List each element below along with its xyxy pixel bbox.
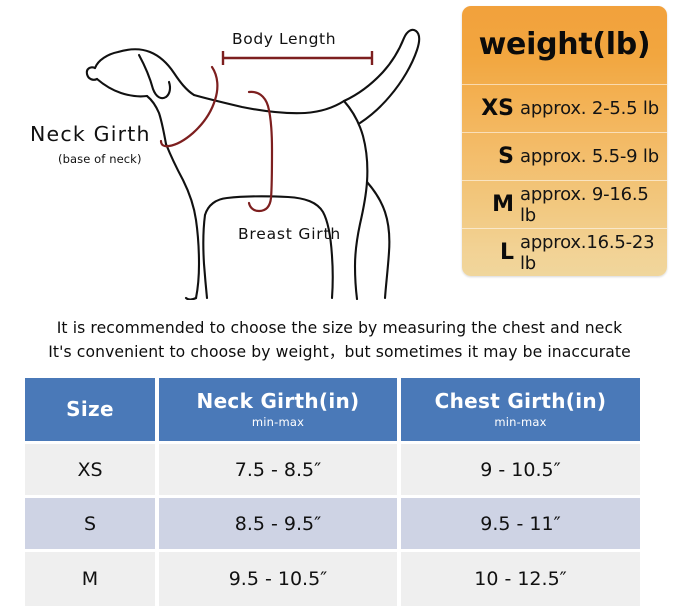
column-header-chest-girth-sublabel: min-max xyxy=(494,415,547,429)
weight-reference-panel: weight(lb) XS approx. 2-5.5 lb S approx.… xyxy=(462,6,667,276)
weight-row: L approx.16.5-23 lb xyxy=(462,228,667,276)
weight-row-size: L xyxy=(499,240,514,265)
neck-girth-measure-line xyxy=(159,65,219,148)
cell-size: M xyxy=(25,552,155,606)
column-header-neck-girth: Neck Girth(in) min-max xyxy=(159,378,397,441)
column-header-chest-girth: Chest Girth(in) min-max xyxy=(401,378,640,441)
dog-body-path xyxy=(85,28,421,300)
weight-row: M approx. 9-16.5 lb xyxy=(462,180,667,228)
size-chart-table: Size Neck Girth(in) min-max Chest Girth(… xyxy=(25,378,640,606)
cell-size: S xyxy=(25,498,155,549)
recommendation-text: It is recommended to choose the size by … xyxy=(0,316,679,364)
column-header-size-label: Size xyxy=(66,397,114,421)
table-header-row: Size Neck Girth(in) min-max Chest Girth(… xyxy=(25,378,640,441)
neck-girth-sublabel: (base of neck) xyxy=(58,152,142,166)
weight-row-value: approx. 5.5-9 lb xyxy=(520,146,659,167)
recommendation-line-1: It is recommended to choose the size by … xyxy=(56,319,623,337)
cell-chest: 9.5 - 11″ xyxy=(401,498,640,549)
weight-row-value: approx.16.5-23 lb xyxy=(520,231,655,274)
breast-girth-measure-line xyxy=(247,90,274,213)
column-header-chest-girth-label: Chest Girth(in) xyxy=(434,389,607,413)
cell-neck: 7.5 - 8.5″ xyxy=(159,444,397,495)
body-length-measure-bar xyxy=(221,51,374,65)
dog-measurement-diagram: Body Length Neck Girth (base of neck) Br… xyxy=(0,0,460,300)
breast-girth-label: Breast Girth xyxy=(238,225,341,243)
weight-row: XS approx. 2-5.5 lb xyxy=(462,84,667,132)
weight-row: S approx. 5.5-9 lb xyxy=(462,132,667,180)
weight-panel-title: weight(lb) xyxy=(478,27,651,62)
neck-girth-label: Neck Girth xyxy=(30,122,151,146)
column-header-size: Size xyxy=(25,378,155,441)
table-row: XS 7.5 - 8.5″ 9 - 10.5″ xyxy=(25,444,640,495)
dog-outline-illustration xyxy=(85,28,421,300)
cell-chest: 10 - 12.5″ xyxy=(401,552,640,606)
body-length-label: Body Length xyxy=(232,30,337,48)
weight-row-size: M xyxy=(492,192,514,217)
cell-neck: 8.5 - 9.5″ xyxy=(159,498,397,549)
recommendation-line-2: It's convenient to choose by weight，but … xyxy=(48,343,631,361)
table-row: M 9.5 - 10.5″ 10 - 12.5″ xyxy=(25,552,640,606)
weight-row-size: S xyxy=(498,144,514,169)
weight-row-value: approx. 9-16.5 lb xyxy=(520,183,649,226)
table-row: S 8.5 - 9.5″ 9.5 - 11″ xyxy=(25,498,640,549)
column-header-neck-girth-label: Neck Girth(in) xyxy=(196,389,360,413)
column-header-neck-girth-sublabel: min-max xyxy=(251,415,305,429)
cell-neck: 9.5 - 10.5″ xyxy=(159,552,397,606)
cell-size: XS xyxy=(25,444,155,495)
weight-row-value: approx. 2-5.5 lb xyxy=(520,98,659,119)
weight-row-size: XS xyxy=(481,96,514,121)
cell-chest: 9 - 10.5″ xyxy=(401,444,640,495)
